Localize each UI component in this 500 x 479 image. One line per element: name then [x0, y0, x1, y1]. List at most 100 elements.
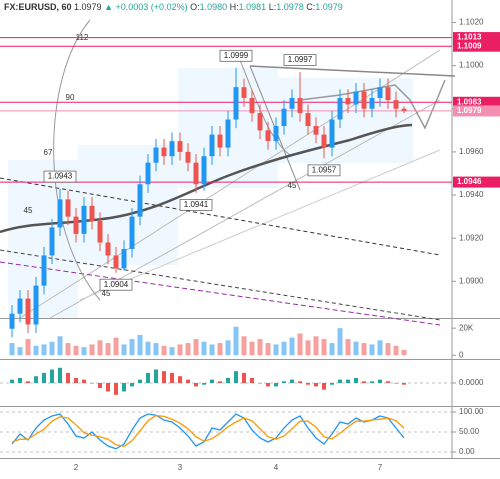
candle-body — [345, 97, 351, 105]
macd-bar — [66, 372, 70, 383]
gann-label: 67 — [44, 148, 53, 157]
macd-bar — [218, 381, 222, 383]
volume-bar — [49, 341, 55, 356]
volume-bar — [305, 340, 311, 356]
macd-bar — [50, 369, 54, 383]
y-tick-label: 100.00 — [459, 407, 484, 416]
macd-bar — [122, 383, 126, 392]
candle-body — [153, 147, 159, 163]
macd-bar — [386, 381, 390, 383]
y-tick-label: 50.00 — [459, 427, 480, 436]
volume-bar — [361, 343, 367, 356]
trend-lines — [0, 19, 456, 326]
volume-bar — [393, 345, 399, 356]
candle-body — [193, 162, 199, 185]
macd-bar — [258, 383, 262, 384]
volume-bar — [57, 336, 63, 356]
annotation: 1.0999 — [224, 51, 249, 60]
volume-bar — [209, 344, 215, 356]
price-label-box — [453, 40, 500, 52]
candle-body — [361, 91, 367, 109]
volume-bar — [105, 343, 111, 356]
macd-bar — [10, 379, 14, 383]
candle-body — [113, 255, 119, 269]
volume-bar — [265, 343, 271, 356]
macd-bar — [90, 383, 94, 384]
ohlc-value: 1.0981 — [239, 2, 267, 12]
annotation: 1.0941 — [184, 200, 209, 209]
macd-bar — [394, 383, 398, 384]
ohlc-key: H: — [230, 2, 239, 12]
price-label-box — [453, 105, 500, 117]
volume-bar — [113, 337, 119, 356]
volume-bar — [177, 344, 183, 356]
gann-label: 45 — [288, 181, 297, 190]
macd-bar — [58, 367, 62, 383]
volume-bar — [17, 347, 23, 356]
candle-body — [377, 87, 383, 98]
y-tick-label: 1.1000 — [459, 61, 484, 70]
candle-body — [25, 298, 31, 325]
volume-bar — [33, 345, 39, 356]
macd-bar — [250, 377, 254, 383]
candle-body — [289, 97, 295, 109]
annotation-box — [219, 49, 253, 62]
y-tick-label: 1.1020 — [459, 18, 484, 27]
price-label-box — [453, 96, 500, 108]
macd-bar — [346, 379, 350, 383]
macd-bar — [26, 381, 30, 383]
candle-body — [177, 141, 183, 152]
macd-bar — [210, 379, 214, 383]
candle-body — [105, 242, 111, 256]
candle-body — [297, 97, 303, 114]
candle-body — [41, 255, 47, 286]
x-tick-label: 7 — [378, 463, 383, 472]
candle-body — [313, 126, 319, 135]
x-tick-label: 3 — [178, 463, 183, 472]
volume-bar — [25, 339, 31, 356]
volume-bar — [377, 340, 383, 356]
macd-bar — [234, 371, 238, 383]
volume-bar — [121, 344, 127, 356]
arrow: ▲ — [104, 2, 113, 12]
macd-bar — [314, 383, 318, 387]
volume-bar — [185, 343, 191, 356]
macd-bar — [42, 372, 46, 383]
candle-body — [49, 227, 55, 256]
volume-bar — [73, 345, 79, 356]
macd-bar — [162, 371, 166, 383]
x-tick-label: 2 — [74, 463, 79, 472]
macd-bar — [178, 376, 182, 383]
volume-bar — [97, 340, 103, 356]
volume-bar — [369, 344, 375, 356]
candle-body — [33, 285, 39, 325]
volume-bar — [169, 347, 175, 356]
y-tick-label: 0.0000 — [459, 378, 484, 387]
candle-body — [217, 134, 223, 148]
candle-body — [97, 220, 103, 243]
stoch-line — [11, 414, 405, 448]
volume-bar — [153, 343, 159, 356]
candle-body — [17, 298, 23, 314]
volume-bar — [241, 336, 247, 356]
macd-bar — [338, 379, 342, 383]
annotation-box — [43, 170, 77, 183]
macd-bar — [298, 381, 302, 383]
volume-bar — [193, 339, 199, 356]
macd-bar — [322, 383, 326, 390]
y-tick-label: 1.0900 — [459, 276, 484, 285]
y-tick-label: 0 — [459, 350, 464, 359]
annotation-box — [179, 199, 213, 211]
symbol: FX:EURUSD, 60 — [4, 2, 72, 12]
macd-bar — [146, 372, 150, 383]
price-label-box — [453, 32, 500, 44]
macd-bar — [114, 383, 118, 395]
candle-body — [353, 91, 359, 105]
annotation: 1.0957 — [312, 165, 337, 174]
volume-bar — [89, 344, 95, 356]
candle-body — [401, 108, 407, 111]
macd-bar — [186, 379, 190, 383]
candle-body — [65, 199, 71, 217]
